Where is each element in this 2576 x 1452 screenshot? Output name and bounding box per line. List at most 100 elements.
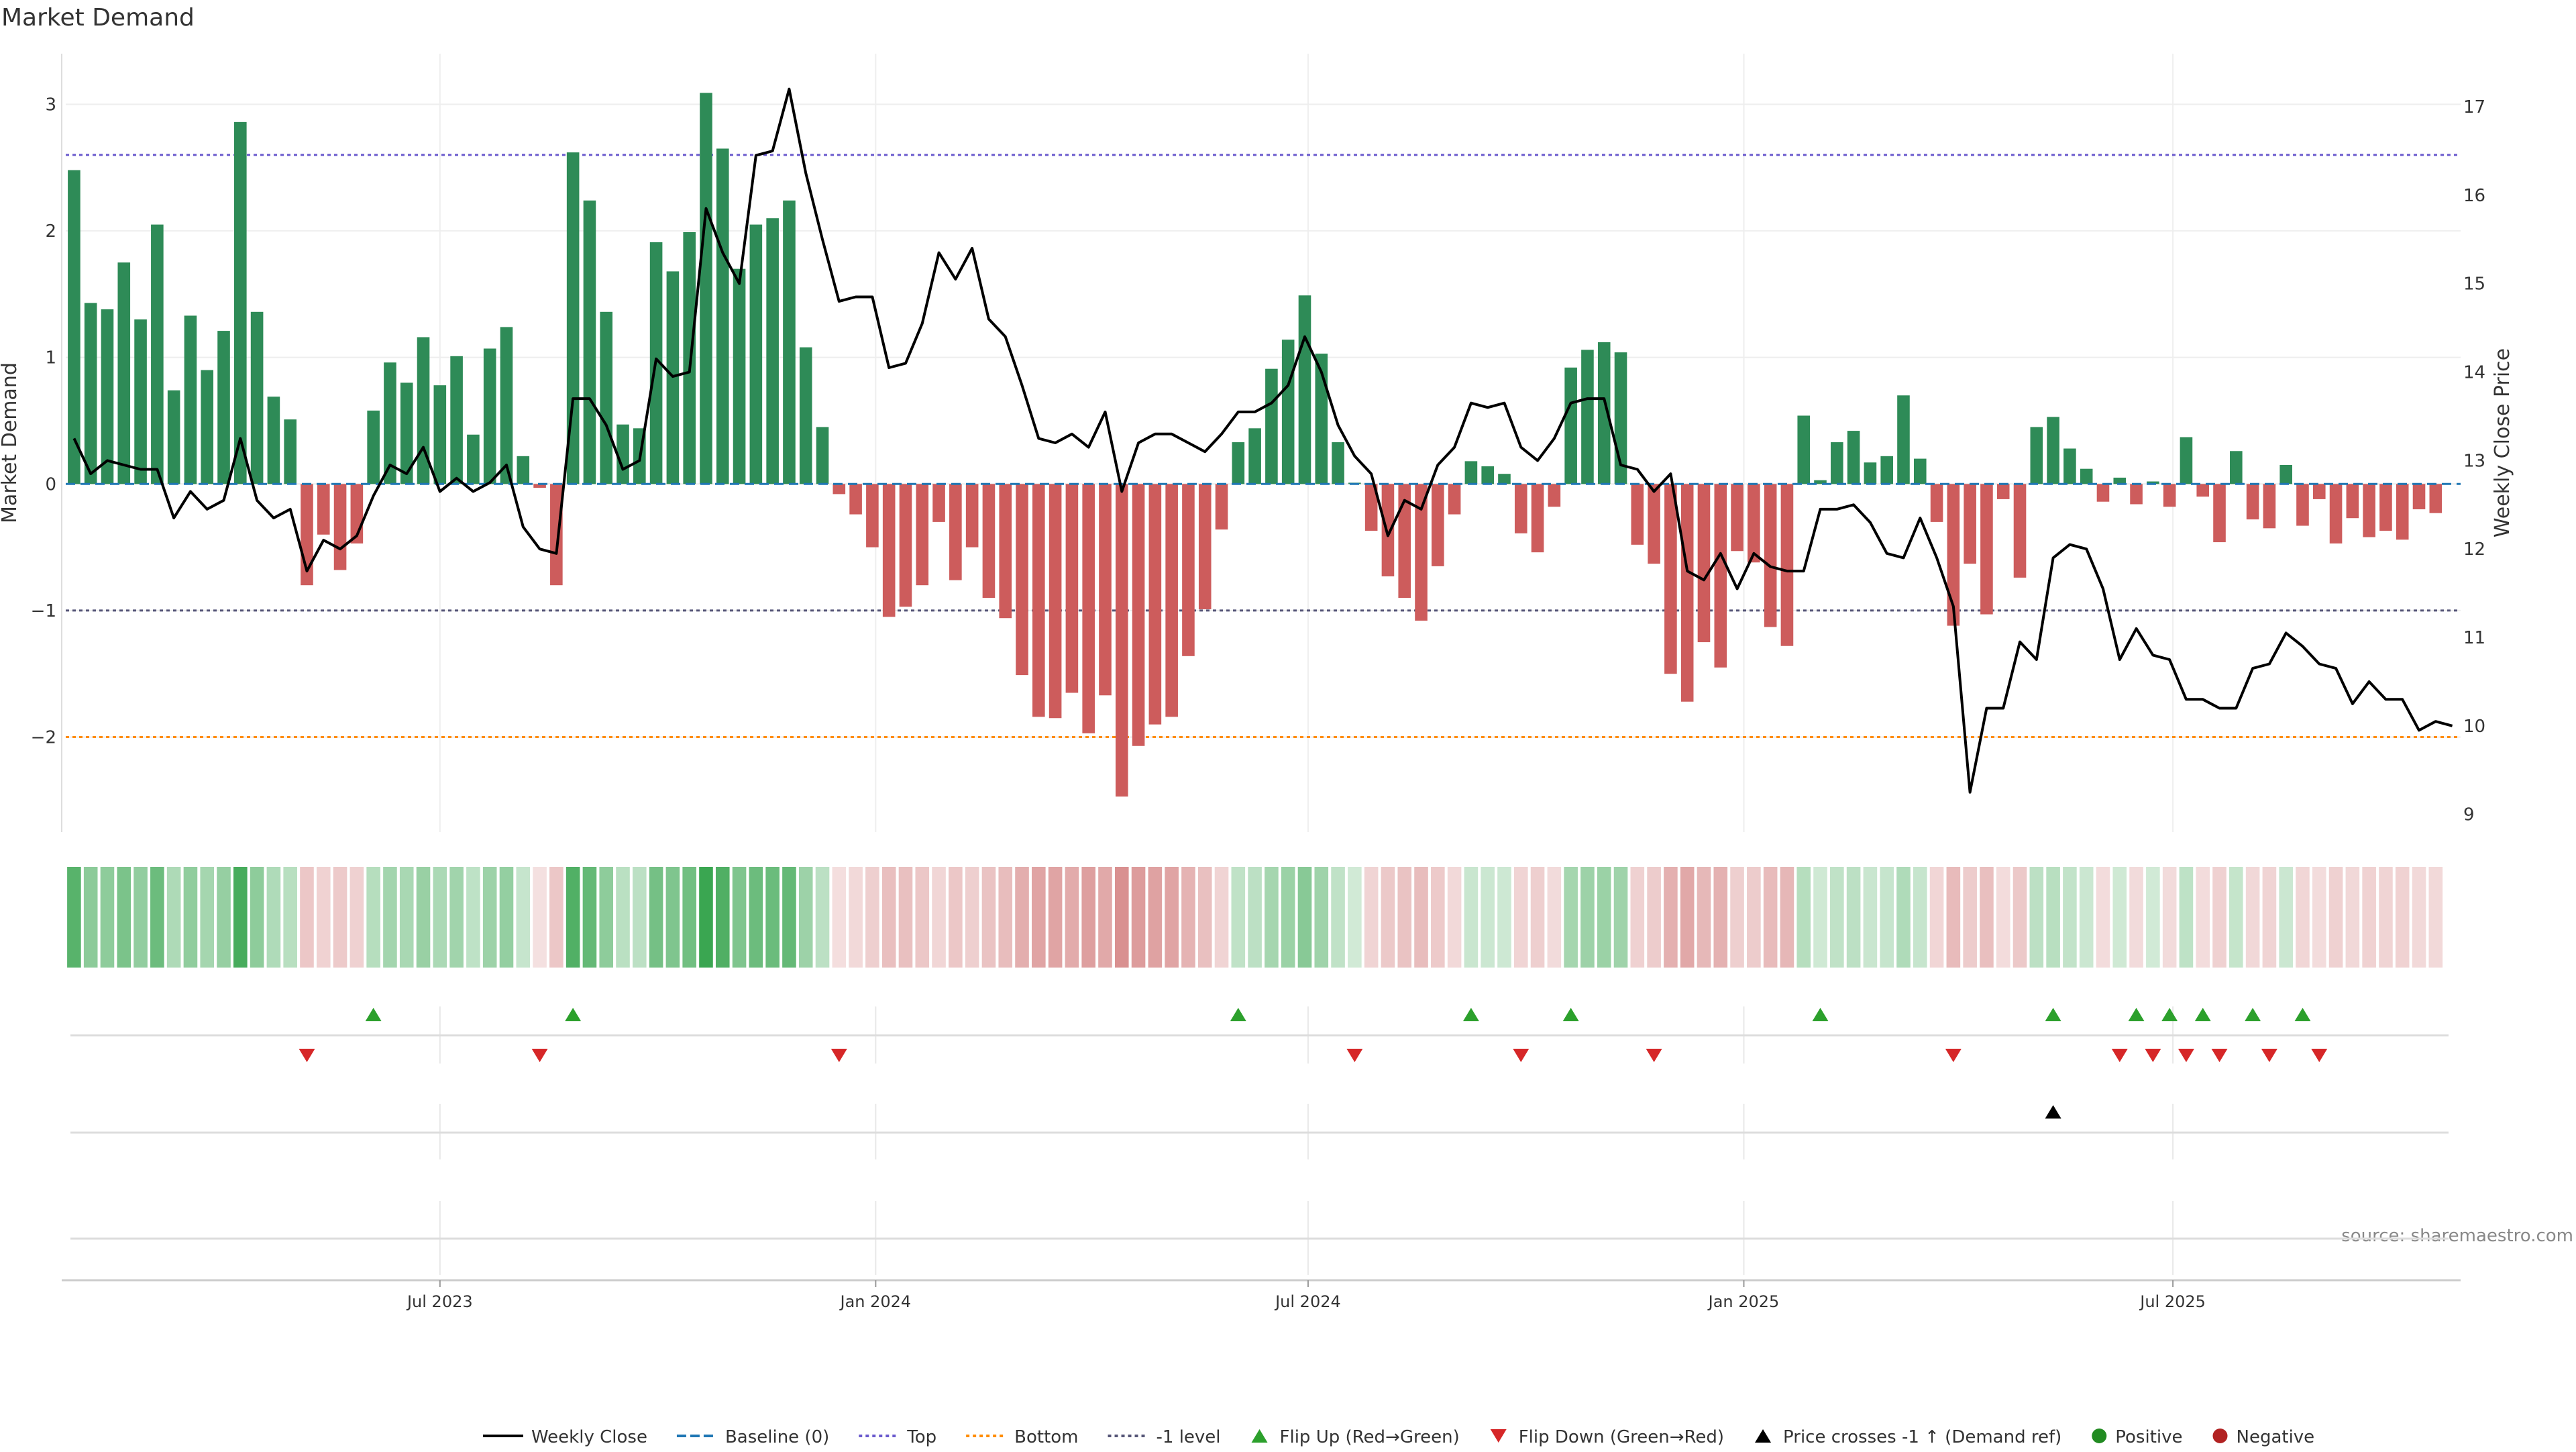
demand-bar <box>916 484 929 586</box>
heat-cell <box>1980 867 1994 968</box>
heat-cell <box>849 867 863 968</box>
heat-cell <box>665 867 680 968</box>
y-tick-label-right: 16 <box>2463 186 2485 206</box>
demand-bar <box>2047 417 2059 484</box>
heat-cell <box>2063 867 2077 968</box>
demand-bar <box>1930 484 1943 522</box>
heat-cell <box>2245 867 2260 968</box>
demand-bar <box>284 419 297 484</box>
legend-swatch-triangle-up <box>1755 1429 1772 1443</box>
heat-cell <box>1197 867 1212 968</box>
demand-bar <box>1132 484 1145 746</box>
demand-bar <box>2130 484 2143 505</box>
heat-cell <box>782 867 796 968</box>
x-tick-label: Jul 2023 <box>406 1292 473 1311</box>
y-tick-label-right: 9 <box>2463 805 2475 825</box>
heat-cell <box>1929 867 1944 968</box>
demand-bar <box>1831 442 1843 484</box>
heat-cell <box>1780 867 1794 968</box>
heat-cell <box>1630 867 1645 968</box>
demand-bar <box>683 231 696 484</box>
heat-cell <box>649 867 663 968</box>
demand-bar <box>783 200 796 484</box>
demand-bar <box>2063 448 2076 484</box>
heat-cell <box>1513 867 1528 968</box>
heat-cell <box>1364 867 1379 968</box>
demand-bar <box>2230 451 2243 484</box>
y-axis-label-right: Weekly Close Price <box>2491 348 2514 537</box>
demand-bar <box>1065 484 1079 693</box>
legend-label: Bottom <box>1014 1427 1078 1447</box>
heat-cell <box>516 867 531 968</box>
demand-bar <box>749 224 763 484</box>
heat-cell <box>350 867 364 968</box>
heat-cell <box>217 867 231 968</box>
demand-bar <box>151 224 164 484</box>
heat-cell <box>466 867 480 968</box>
demand-bar <box>2396 484 2409 540</box>
x-axis: Jul 2023 Jan 2024 Jul 2024 Jan 2025 Jul 2025 <box>62 1201 2461 1311</box>
heat-cell <box>981 867 996 968</box>
demand-bar <box>1198 484 1212 610</box>
y-tick-label-right: 11 <box>2463 628 2485 648</box>
demand-bar <box>1714 484 1727 668</box>
heat-cell <box>449 867 464 968</box>
demand-bar <box>1731 484 1743 552</box>
flip-down-marker <box>2211 1049 2228 1062</box>
heat-cell <box>1331 867 1345 968</box>
demand-bar <box>1548 484 1561 507</box>
heat-cell <box>582 867 597 968</box>
demand-bar <box>1996 484 2010 499</box>
demand-bar <box>2080 468 2093 484</box>
heat-cell <box>1597 867 1611 968</box>
heat-cell <box>1996 867 2010 968</box>
heat-cell <box>1098 867 1112 968</box>
demand-bar <box>1398 484 1411 599</box>
flip-up-marker <box>365 1008 382 1021</box>
heat-cell <box>383 867 397 968</box>
flip-up-marker <box>1812 1008 1829 1021</box>
heat-cell <box>1065 867 1079 968</box>
demand-bar <box>84 303 97 484</box>
demand-bar <box>882 484 896 617</box>
heat-cell <box>932 867 946 968</box>
heat-cell <box>1297 867 1312 968</box>
flip-up-marker <box>2128 1008 2145 1021</box>
heat-cell <box>1265 867 1279 968</box>
legend-label: Flip Down (Green→Red) <box>1519 1427 1724 1447</box>
heat-cell <box>1032 867 1046 968</box>
source-label: source: sharemaestro.com <box>2341 1226 2573 1246</box>
heat-cell <box>1747 867 1761 968</box>
heat-cell <box>1048 867 1063 968</box>
heat-cell <box>2262 867 2277 968</box>
heat-cell <box>2046 867 2060 968</box>
heat-cell <box>1763 867 1778 968</box>
heat-cell <box>2229 867 2243 968</box>
heat-cell <box>1281 867 1295 968</box>
flip-up-marker <box>2294 1008 2311 1021</box>
flip-up-marker <box>2194 1008 2211 1021</box>
flip-down-marker <box>2178 1049 2194 1062</box>
heat-cell <box>765 867 780 968</box>
x-tick-label: Jul 2024 <box>1274 1292 1341 1311</box>
demand-bar <box>2346 484 2359 519</box>
heat-cell <box>1248 867 1262 968</box>
heat-cell <box>2395 867 2410 968</box>
legend-swatch-dot <box>2212 1429 2228 1443</box>
demand-bar <box>1182 484 1195 656</box>
heat-cell <box>2296 867 2310 968</box>
heat-cell <box>316 867 331 968</box>
demand-bar <box>134 319 147 484</box>
demand-bar <box>2379 484 2392 531</box>
heat-cell <box>1713 867 1728 968</box>
heat-cell <box>1381 867 1395 968</box>
flip-down-marker <box>830 1049 847 1062</box>
heat-cell <box>166 867 181 968</box>
legend-label: Flip Up (Red→Green) <box>1280 1427 1460 1447</box>
demand-bar <box>1364 484 1378 531</box>
demand-bar <box>483 348 496 484</box>
demand-bar <box>250 311 264 484</box>
y-tick-label-right: 15 <box>2463 274 2485 295</box>
heat-cell <box>1015 867 1029 968</box>
